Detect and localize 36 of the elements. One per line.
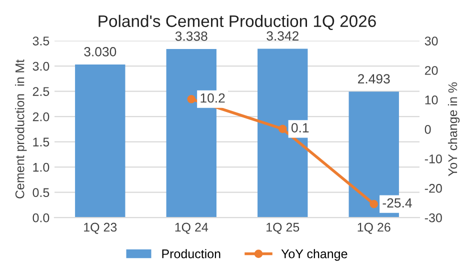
bar — [258, 48, 308, 218]
data-label: 3.030 — [84, 47, 116, 56]
x-tick-label: 1Q 24 — [175, 222, 208, 234]
data-label: 3.338 — [175, 31, 208, 41]
x-tick-label: 1Q 23 — [84, 222, 117, 234]
y2-tick-label: -20 — [424, 184, 442, 193]
y-tick-label: 2.0 — [32, 112, 50, 122]
point — [370, 200, 378, 208]
x-tick-label: 1Q 26 — [358, 222, 390, 234]
y2-tick-label: -10 — [424, 154, 442, 164]
bar — [75, 64, 126, 218]
point — [278, 124, 287, 134]
y-tick-label: 2.5 — [32, 87, 50, 96]
x-tick-label: 1Q 25 — [266, 222, 300, 234]
y2-tick-label: 10 — [425, 96, 438, 104]
y-tick-label: 3.5 — [32, 36, 50, 46]
y2-tick-label: 30 — [424, 36, 438, 46]
data-label: 3.342 — [266, 31, 298, 41]
y-tick-label: 3.0 — [32, 62, 50, 71]
y2-axis-title: YoY change in % — [448, 82, 460, 176]
data-label: 0.1 — [291, 123, 309, 132]
data-label: -25.4 — [382, 198, 412, 208]
legend-label: Production — [162, 249, 220, 258]
data-label: 10.2 — [200, 93, 225, 103]
y2-tick-label: -30 — [424, 213, 442, 222]
y-axis-title: Cement production in Mt — [15, 59, 27, 198]
y-tick-label: 0.0 — [32, 213, 50, 222]
legend-label: YoY change — [281, 249, 348, 261]
y-tick-label: 0.5 — [32, 188, 50, 197]
y-tick-label: 1.5 — [33, 138, 50, 146]
point — [187, 94, 196, 104]
data-label: 2.493 — [358, 74, 390, 84]
y2-tick-label: 20 — [424, 66, 438, 75]
y2-tick-label: 0 — [424, 125, 431, 134]
y-tick-label: 1.0 — [33, 162, 50, 172]
chart-title: Poland's Cement Production 1Q 2026 — [98, 14, 376, 30]
